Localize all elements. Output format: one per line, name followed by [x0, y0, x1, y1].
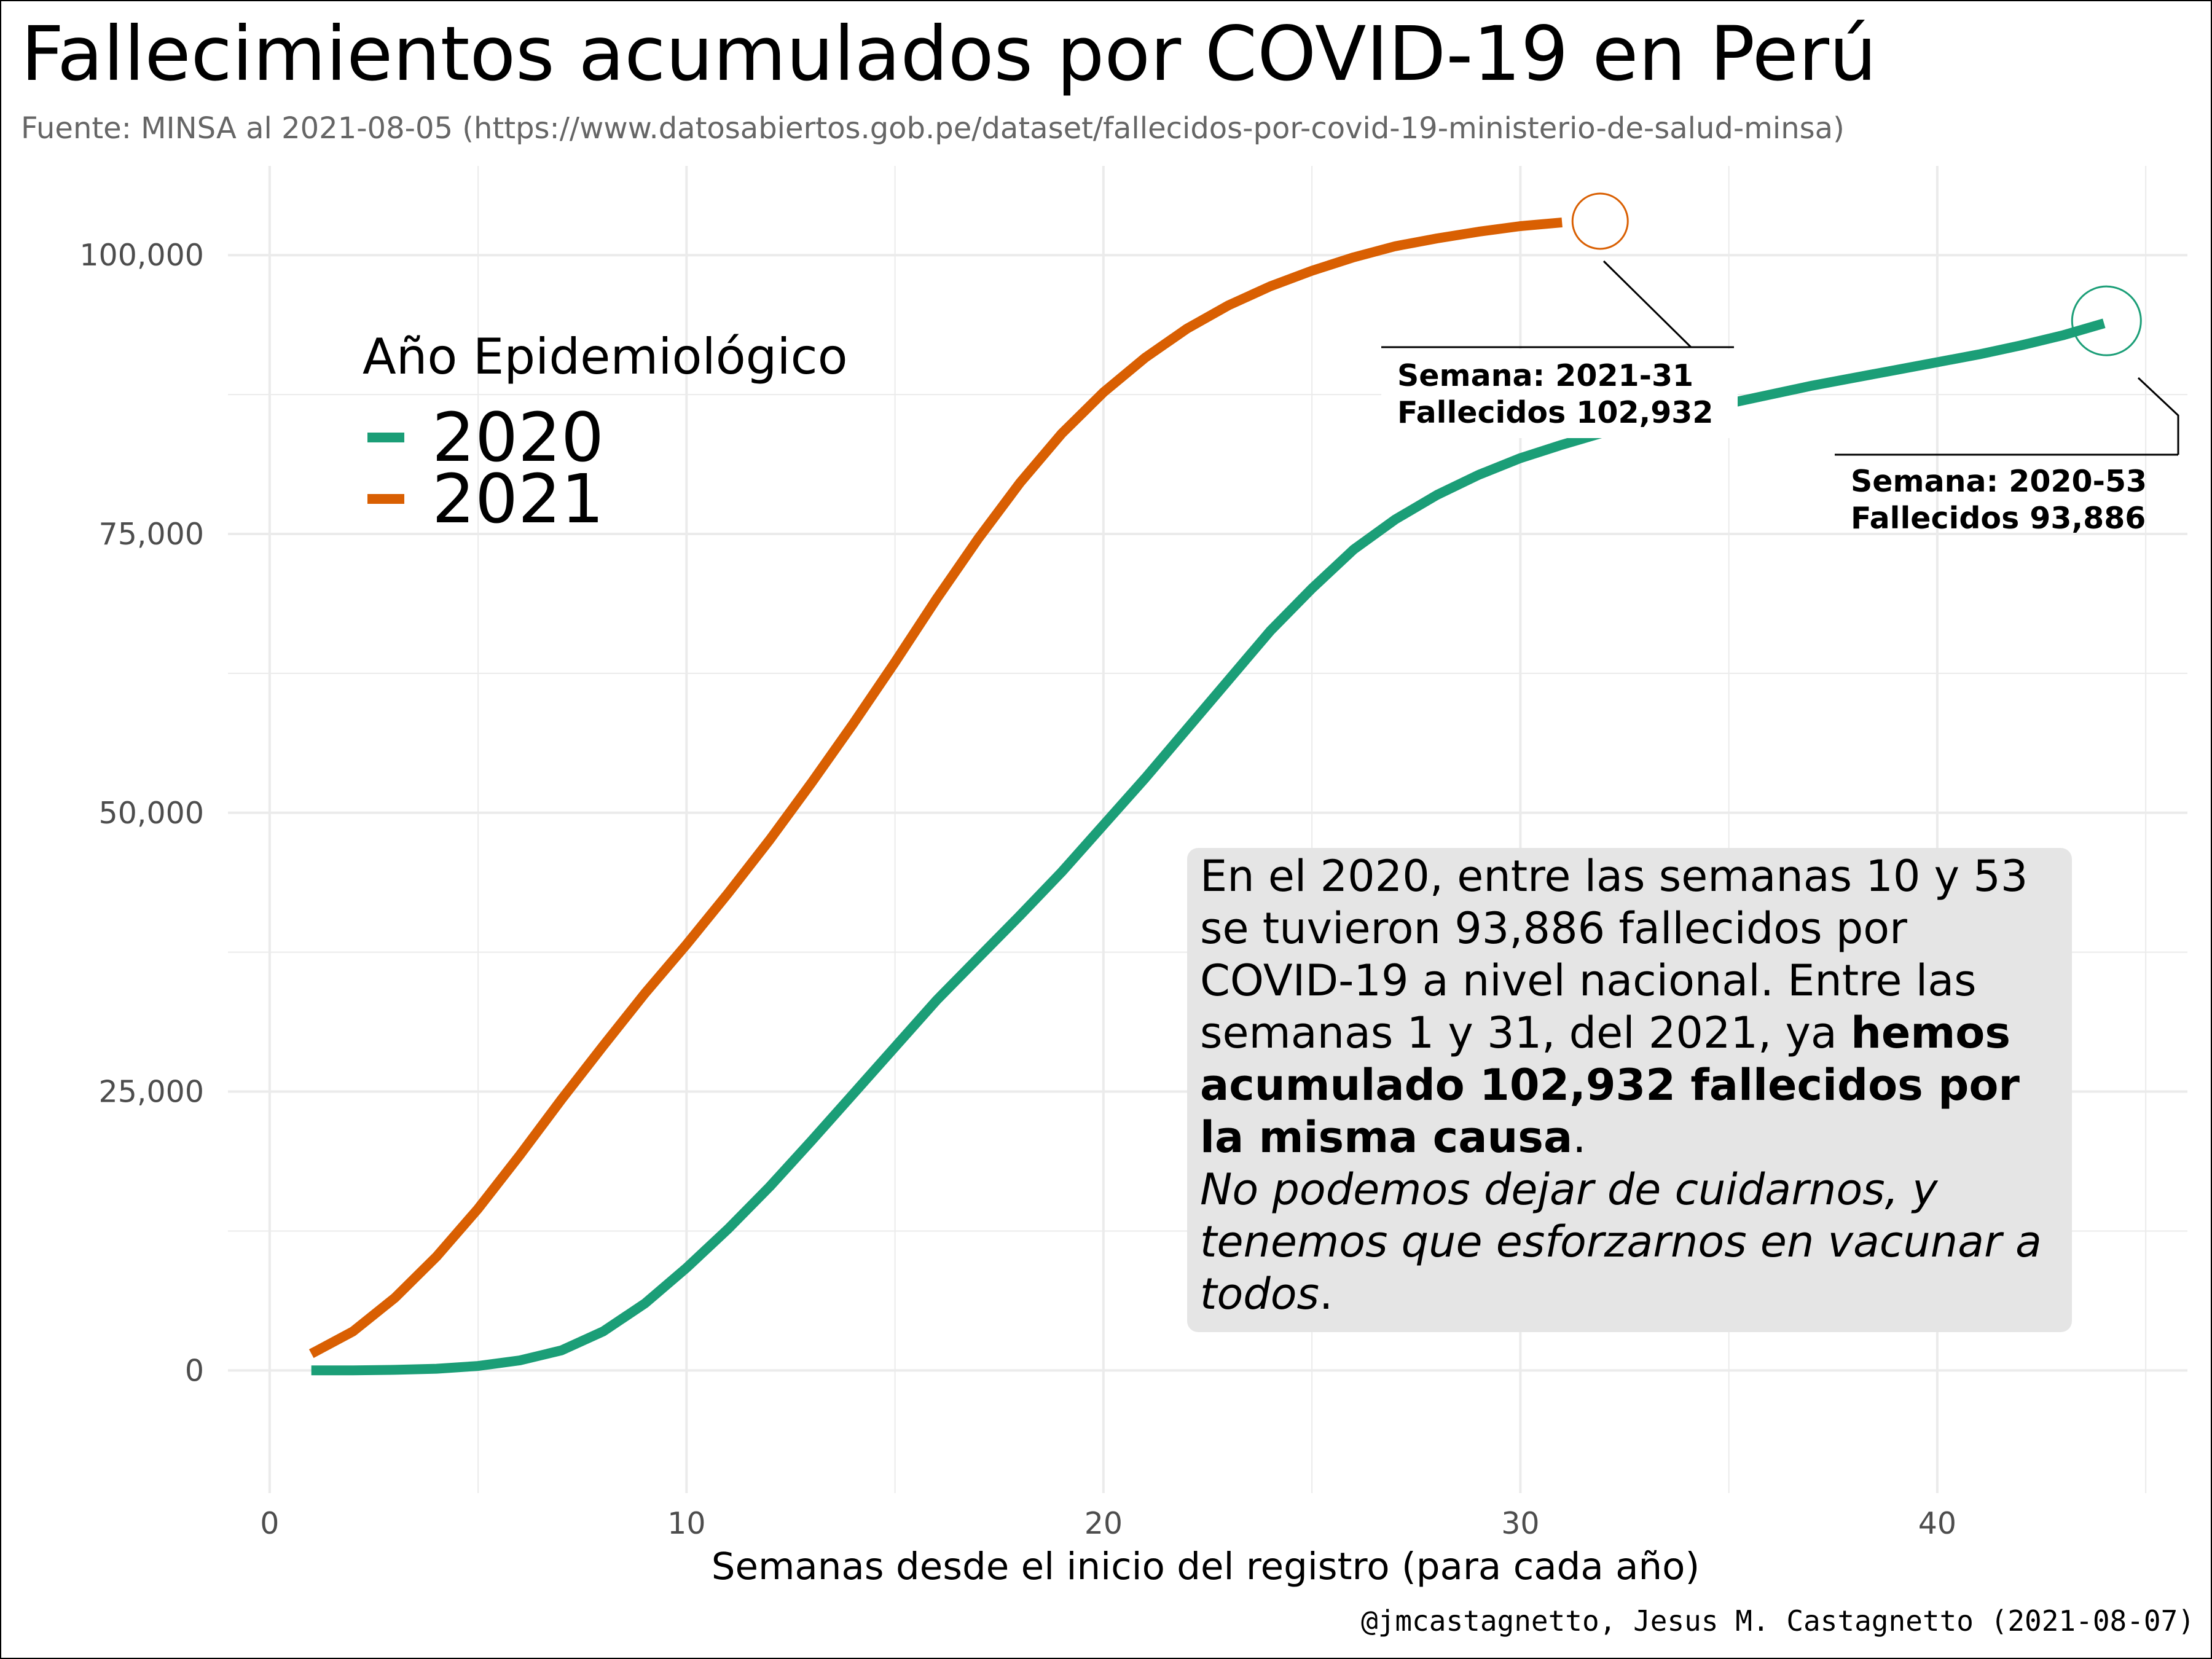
explanation-line-4: semanas 1 y 31, del 2021, ya hemos	[1200, 1008, 2010, 1058]
annotation-2021: Semana: 2021-31 Fallecidos 102,932	[1381, 192, 1738, 438]
y-tick-label: 25,000	[99, 1075, 204, 1110]
explanation-line-5: acumulado 102,932 fallecidos por	[1200, 1060, 2020, 1110]
x-axis-label: Semanas desde el inicio del registro (pa…	[712, 1545, 1700, 1588]
annotation-2020-week: Semana: 2020-53	[1851, 464, 2147, 499]
annotation-2021-week: Semana: 2021-31	[1397, 358, 1693, 393]
legend-label-2021: 2021	[432, 460, 604, 538]
explanation-line-9-end: .	[1319, 1269, 1333, 1319]
explanation-box: En el 2020, entre las semanas 10 y 53 se…	[1187, 848, 2072, 1332]
x-tick-label: 20	[1084, 1506, 1123, 1541]
annotation-2020-deaths: Fallecidos 93,886	[1851, 501, 2146, 536]
caption: @jmcastagnetto, Jesus M. Castagnetto (20…	[1361, 1604, 2195, 1637]
explanation-line-6-bold: la misma causa	[1200, 1112, 1572, 1163]
explanation-line-9: todos.	[1200, 1269, 1333, 1319]
explanation-line-6: la misma causa.	[1200, 1112, 1586, 1163]
series-line-2021	[308, 218, 1563, 1359]
explanation-line-9-italic: todos	[1200, 1269, 1319, 1319]
y-tick-label: 0	[185, 1353, 204, 1388]
explanation-line-1: En el 2020, entre las semanas 10 y 53	[1200, 851, 2028, 901]
x-tick-label: 0	[260, 1506, 279, 1541]
series-line-2020	[311, 318, 2106, 1376]
explanation-line-6-end: .	[1572, 1112, 1586, 1163]
explanation-line-3: COVID-19 a nivel nacional. Entre las	[1200, 955, 1977, 1006]
explanation-line-7: No podemos dejar de cuidarnos, y	[1200, 1164, 1939, 1215]
endpoint-circle-2021	[1571, 192, 1629, 250]
annotation-2021-deaths: Fallecidos 102,932	[1397, 395, 1713, 430]
x-tick-label: 10	[667, 1506, 705, 1541]
explanation-line-2: se tuvieron 93,886 fallecidos por	[1200, 903, 1907, 954]
x-tick-label: 30	[1501, 1506, 1539, 1541]
endpoint-circle-2020	[2071, 285, 2142, 356]
explanation-box-background	[1187, 848, 2072, 1332]
x-axis-ticks: 0 10 20 30 40	[260, 1506, 1956, 1541]
x-tick-label: 40	[1918, 1506, 1956, 1541]
annotation-leader-2021	[1602, 260, 1734, 348]
explanation-line-4-normal: semanas 1 y 31, del 2021, ya	[1200, 1008, 1851, 1058]
legend: Año Epidemiológico 2020 2021	[363, 328, 848, 538]
annotation-leader-2020	[2137, 377, 2179, 455]
y-tick-label: 50,000	[99, 796, 204, 831]
annotation-2020: Semana: 2020-53 Fallecidos 93,886	[1835, 285, 2179, 536]
y-tick-label: 100,000	[79, 238, 204, 273]
annotation-box-2021	[1381, 349, 1738, 438]
explanation-line-4-bold: hemos	[1851, 1008, 2010, 1058]
series-lines	[308, 218, 2106, 1376]
legend-label-2020: 2020	[432, 398, 604, 477]
chart-title: Fallecimientos acumulados por COVID-19 e…	[21, 10, 1877, 98]
explanation-line-8: tenemos que esforzarnos en vacunar a	[1200, 1217, 2042, 1267]
legend-title: Año Epidemiológico	[363, 328, 848, 385]
y-axis-ticks: 0 25,000 50,000 75,000 100,000	[79, 238, 204, 1388]
y-tick-label: 75,000	[99, 517, 204, 552]
chart-subtitle: Fuente: MINSA al 2021-08-05 (https://www…	[21, 111, 1845, 146]
